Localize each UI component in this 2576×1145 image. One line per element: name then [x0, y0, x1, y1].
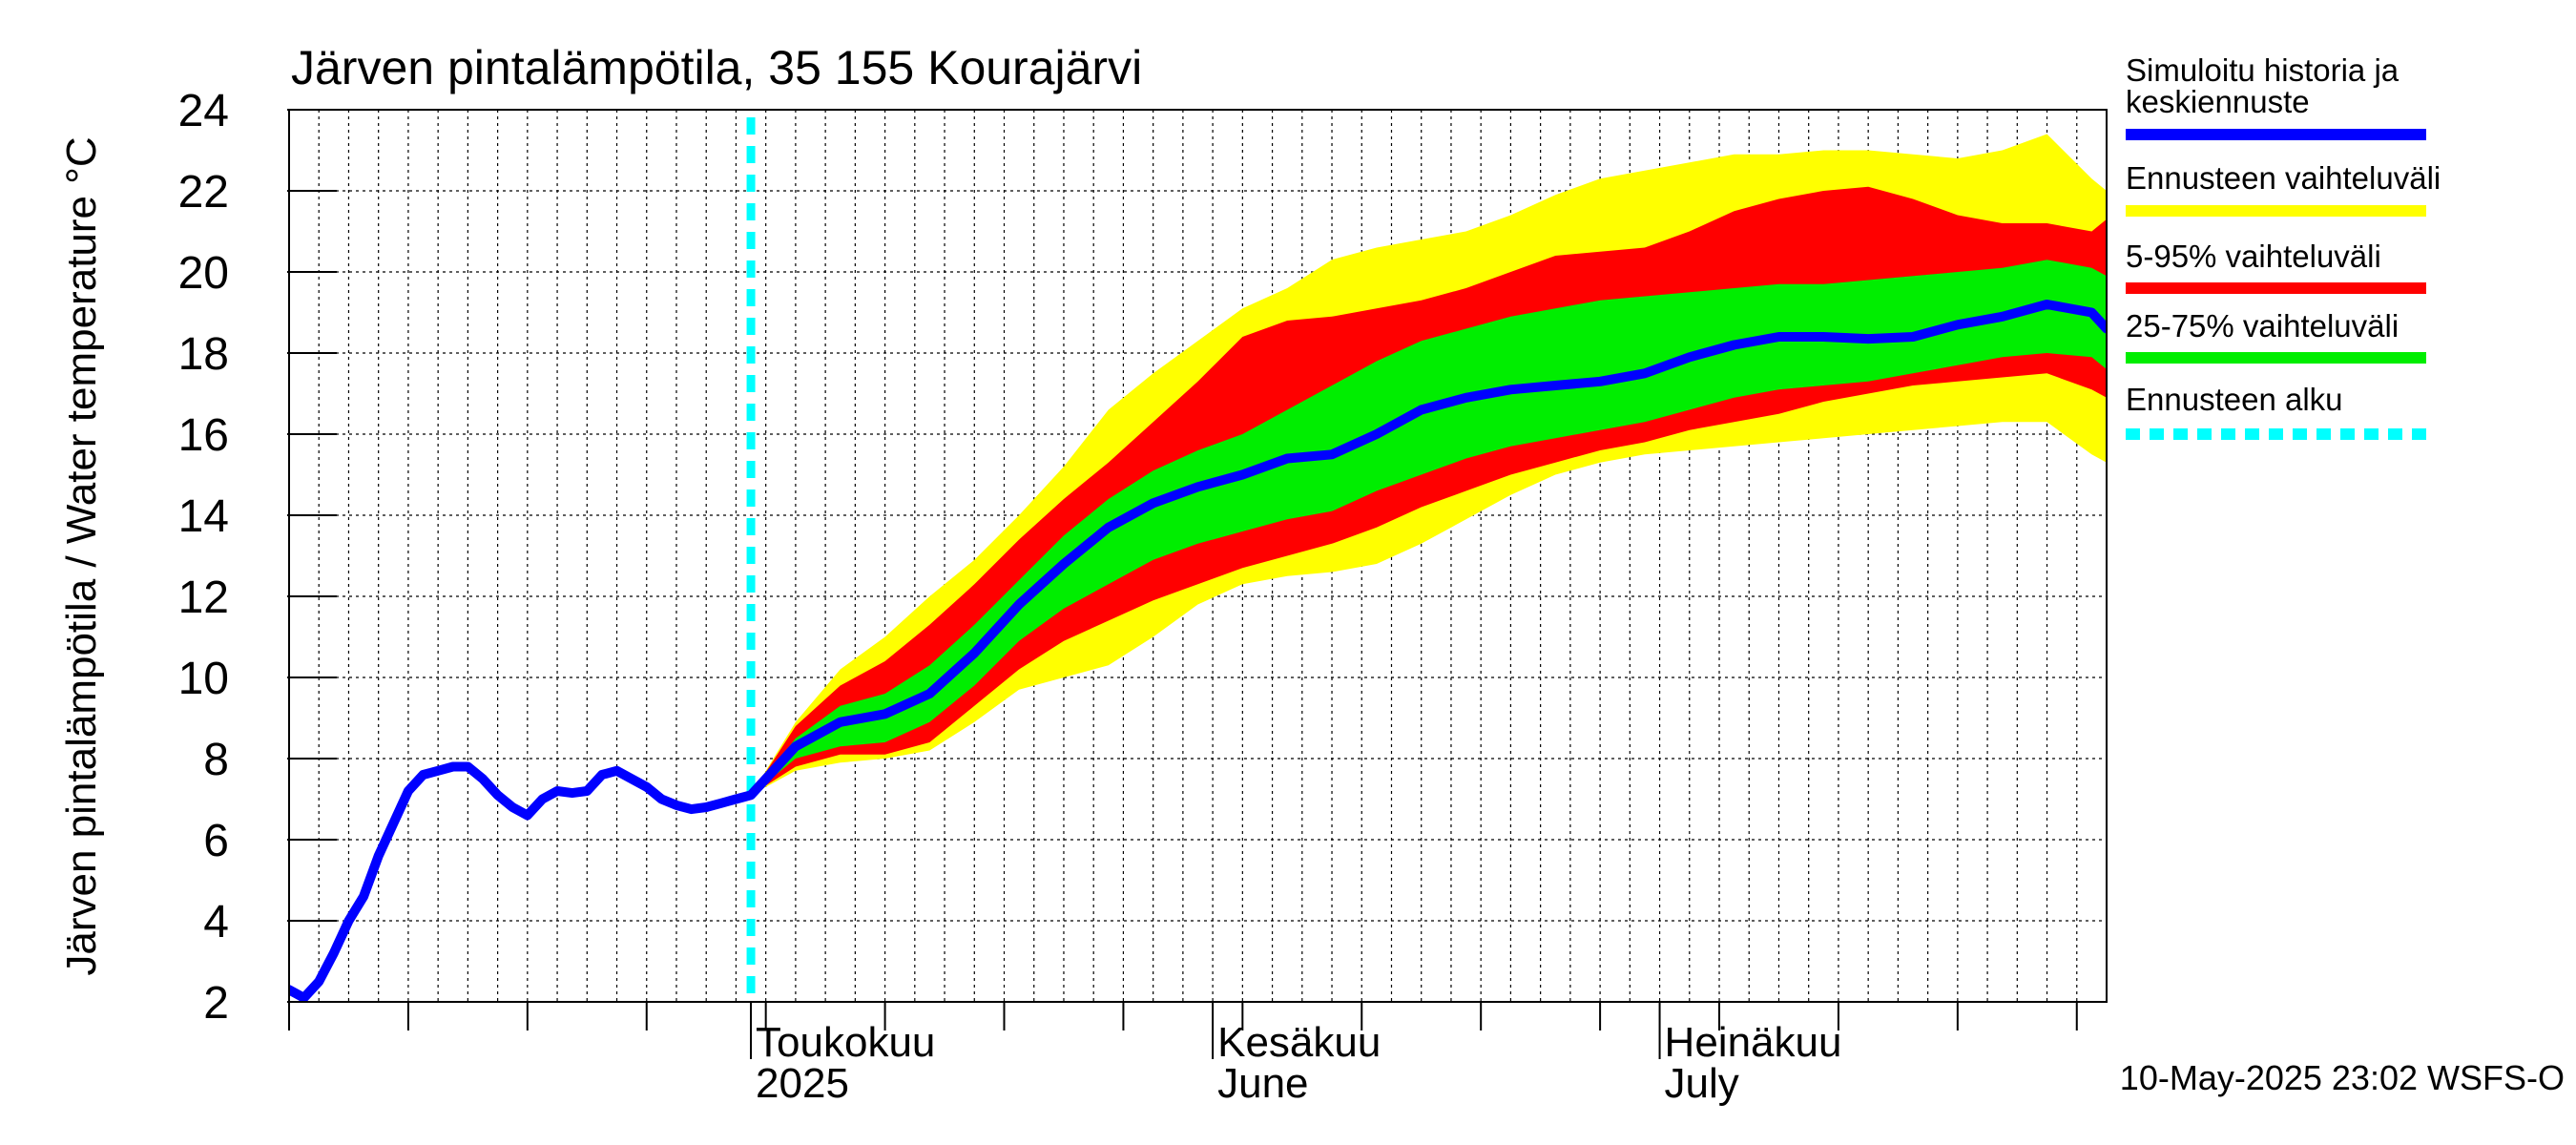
y-tick-label: 20 [178, 248, 229, 299]
month-sublabel: June [1217, 1060, 1308, 1107]
y-tick-label: 18 [178, 329, 229, 380]
legend-label: 25-75% vaihteluväli [2126, 308, 2399, 344]
median-line [289, 300, 2107, 1002]
chart-title: Järven pintalämpötila, 35 155 Kourajärvi [291, 41, 1142, 94]
legend-label: Simuloitu historia ja [2126, 52, 2399, 88]
month-label: Kesäkuu [1217, 1019, 1381, 1066]
y-axis-label: Järven pintalämpötila / Water temperatur… [58, 136, 105, 975]
legend-label: keskiennuste [2126, 84, 2310, 119]
month-sublabel: July [1665, 1060, 1739, 1107]
legend-label: Ennusteen alku [2126, 382, 2343, 417]
y-tick-label: 14 [178, 491, 229, 542]
y-tick-label: 2 [203, 978, 229, 1029]
legend-label: Ennusteen vaihteluväli [2126, 160, 2441, 196]
y-tick-label: 22 [178, 167, 229, 218]
y-tick-label: 24 [178, 86, 229, 136]
month-label: Toukokuu [756, 1019, 935, 1066]
month-sublabel: 2025 [756, 1060, 849, 1107]
y-tick-label: 10 [178, 654, 229, 704]
y-tick-label: 12 [178, 572, 229, 623]
month-label: Heinäkuu [1665, 1019, 1842, 1066]
plot-frame [288, 109, 2108, 1003]
y-tick-label: 6 [203, 816, 229, 866]
y-tick-label: 4 [203, 897, 229, 947]
band-25-75 [751, 260, 2107, 796]
median-series [289, 300, 2107, 1002]
legend-label: 5-95% vaihteluväli [2126, 239, 2381, 274]
y-tick-label: 16 [178, 410, 229, 461]
timestamp: 10-May-2025 23:02 WSFS-O [2120, 1058, 2565, 1097]
y-tick-label: 8 [203, 735, 229, 785]
